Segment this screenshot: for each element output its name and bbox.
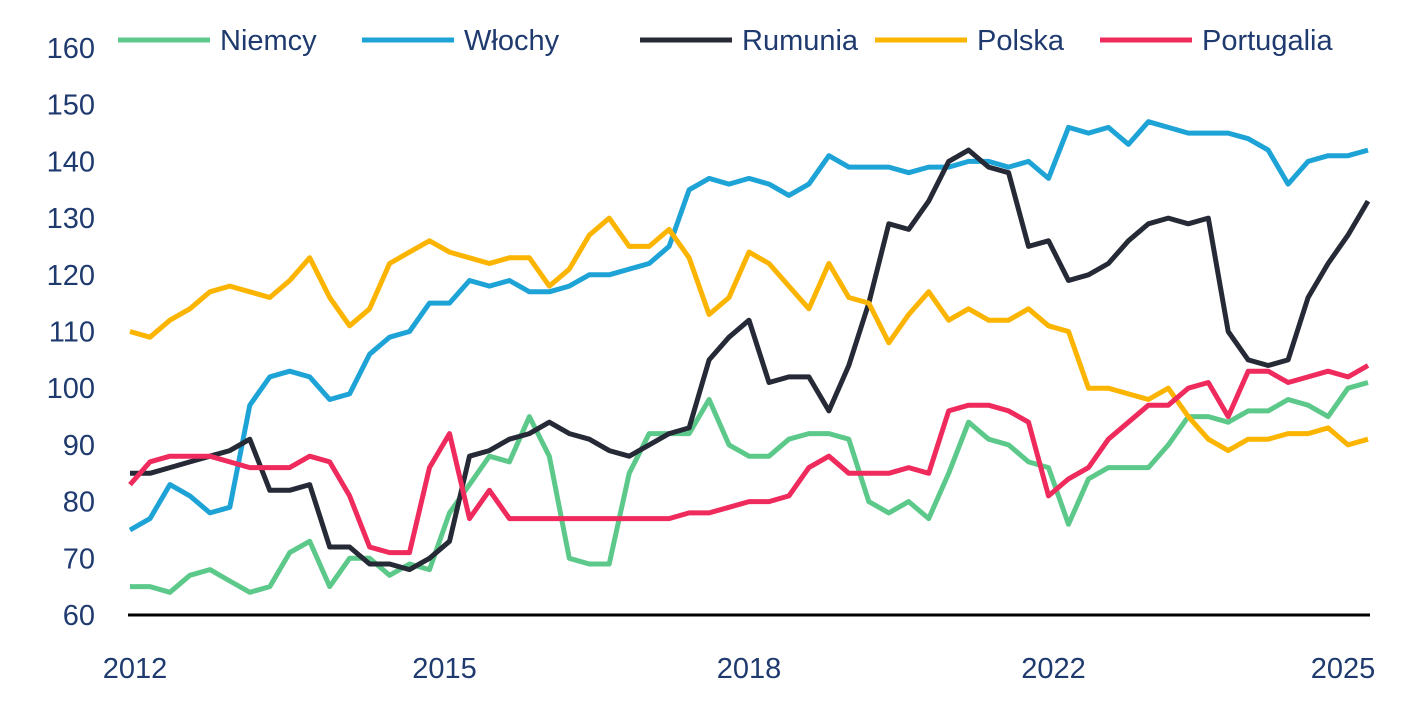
series-line-włochy <box>128 119 1369 533</box>
series-line-polska <box>129 215 1369 454</box>
y-tick-label: 90 <box>63 430 95 462</box>
legend-item: Rumunia <box>640 25 859 57</box>
y-tick-label: 130 <box>47 203 95 235</box>
y-tick-label: 140 <box>47 146 95 178</box>
legend-label: Portugalia <box>1202 25 1333 57</box>
y-tick-label: 160 <box>47 33 95 65</box>
y-tick-label: 100 <box>47 373 95 405</box>
x-tick-label: 2022 <box>1021 653 1086 685</box>
legend-item: Niemcy <box>118 25 317 57</box>
series-line-niemcy <box>130 380 1369 595</box>
x-tick-label: 2018 <box>717 653 782 685</box>
legend-label: Niemcy <box>220 25 317 57</box>
y-tick-label: 110 <box>49 317 95 349</box>
legend-item: Portugalia <box>1100 25 1333 57</box>
y-tick-label: 70 <box>63 543 95 575</box>
series-line-portugalia <box>128 363 1370 556</box>
series-lines <box>128 119 1371 595</box>
legend: Niemcy Włochy Rumunia Polska Portugalia <box>118 25 1333 57</box>
x-tick-label: 2015 <box>412 653 477 685</box>
x-tick-label: 2025 <box>1311 653 1376 685</box>
y-tick-label: 80 <box>63 487 95 519</box>
y-tick-label: 120 <box>47 260 95 292</box>
legend-item: Polska <box>875 25 1065 57</box>
y-tick-label: 150 <box>47 90 95 122</box>
y-axis: 60 70 80 90 100 110 120 130 140 150 160 <box>47 33 95 632</box>
legend-item: Włochy <box>362 25 560 57</box>
legend-label: Rumunia <box>742 25 859 57</box>
legend-label: Włochy <box>464 25 560 57</box>
y-tick-label: 60 <box>63 600 95 632</box>
legend-label: Polska <box>977 25 1065 57</box>
x-tick-label: 2012 <box>103 653 168 685</box>
x-axis: 2012 2015 2018 2022 2025 <box>103 653 1376 685</box>
series-line-rumunia <box>130 147 1371 573</box>
